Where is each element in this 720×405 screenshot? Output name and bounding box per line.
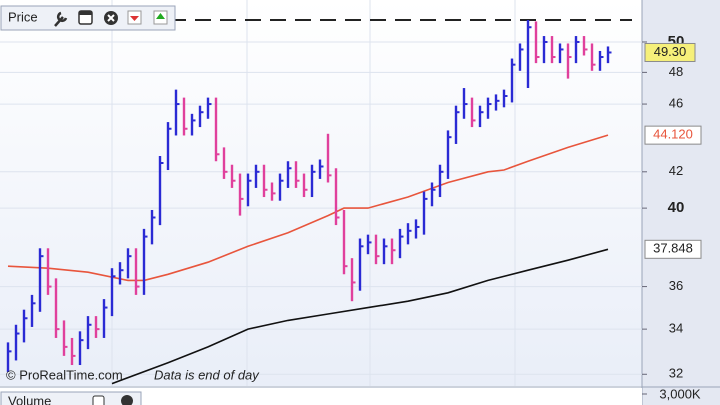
y-tick-label: 48 (669, 64, 683, 79)
last-value-label: 44.120 (653, 127, 693, 142)
last-value-box (644, 239, 702, 259)
last-value-label: 37.848 (653, 241, 693, 256)
window-icon[interactable] (92, 395, 105, 405)
plot-background (0, 0, 642, 386)
volume-header (0, 391, 142, 405)
panel-title: Price (8, 9, 38, 24)
note: Data is end of day (154, 367, 260, 382)
axis-background (642, 0, 720, 405)
y-tick-label: 40 (668, 199, 685, 216)
average-line (111, 248, 609, 385)
close-icon[interactable] (104, 11, 118, 25)
wrench-icon[interactable] (54, 11, 68, 27)
last-value-label: 49.30 (654, 44, 687, 59)
up-icon[interactable] (153, 10, 168, 25)
down-icon[interactable] (127, 10, 142, 25)
average-line (7, 134, 609, 282)
volume-tick-label: 3,000K (659, 386, 701, 401)
y-tick-label: 36 (669, 278, 683, 293)
window-icon[interactable] (78, 10, 93, 25)
panel-header: Price (0, 5, 176, 31)
last-value-box (644, 42, 696, 62)
volume-title: Volume (8, 393, 51, 405)
watermark: © ProRealTime.com (6, 367, 123, 382)
y-tick-label: 32 (669, 366, 683, 381)
y-tick-label: 46 (669, 96, 683, 111)
volume-panel (0, 388, 642, 405)
close-icon[interactable] (121, 395, 133, 405)
y-tick-label: 34 (669, 321, 683, 336)
y-tick-label: 42 (669, 163, 683, 178)
last-value-box (644, 125, 702, 145)
